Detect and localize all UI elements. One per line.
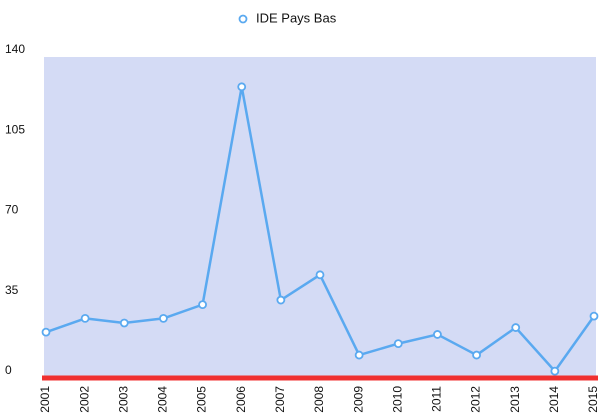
legend-marker — [238, 14, 248, 24]
point — [198, 300, 207, 310]
x-tick-label: 2009 — [351, 386, 365, 413]
point — [119, 318, 129, 328]
y-tick-label: 0 — [5, 363, 12, 377]
point — [354, 350, 364, 360]
point — [472, 350, 481, 360]
x-tick-label: 2004 — [156, 386, 170, 413]
legend-label: IDE Pays Bas — [256, 10, 337, 25]
point — [276, 295, 286, 305]
point — [511, 323, 521, 332]
y-tick-label: 70 — [5, 203, 19, 217]
y-tick-label: 35 — [5, 283, 19, 297]
x-tick-label: 2003 — [116, 386, 130, 413]
x-tick-label: 2013 — [508, 386, 522, 413]
x-tick-label: 2005 — [195, 386, 209, 413]
point — [433, 330, 442, 339]
point — [393, 339, 403, 349]
x-tick-label: 2015 — [586, 386, 600, 413]
x-tick-label: 2001 — [38, 386, 52, 413]
y-tick-label: 140 — [5, 42, 25, 56]
point — [589, 311, 599, 321]
x-tick-label: 2006 — [234, 386, 248, 413]
x-tick-label: 2010 — [390, 386, 404, 413]
point — [315, 270, 325, 280]
point — [550, 366, 560, 376]
x-tick-label: 2014 — [547, 386, 561, 413]
x-tick-label: 2012 — [469, 386, 483, 413]
point — [80, 313, 90, 323]
plot-area — [44, 57, 596, 378]
x-tick-label: 2011 — [430, 386, 444, 412]
point — [159, 313, 168, 323]
point — [41, 327, 51, 337]
x-tick-label: 2002 — [77, 386, 91, 413]
y-tick-label: 105 — [5, 122, 25, 136]
point — [237, 82, 247, 92]
x-tick-label: 2008 — [312, 386, 326, 413]
x-tick-label: 2007 — [273, 386, 287, 413]
